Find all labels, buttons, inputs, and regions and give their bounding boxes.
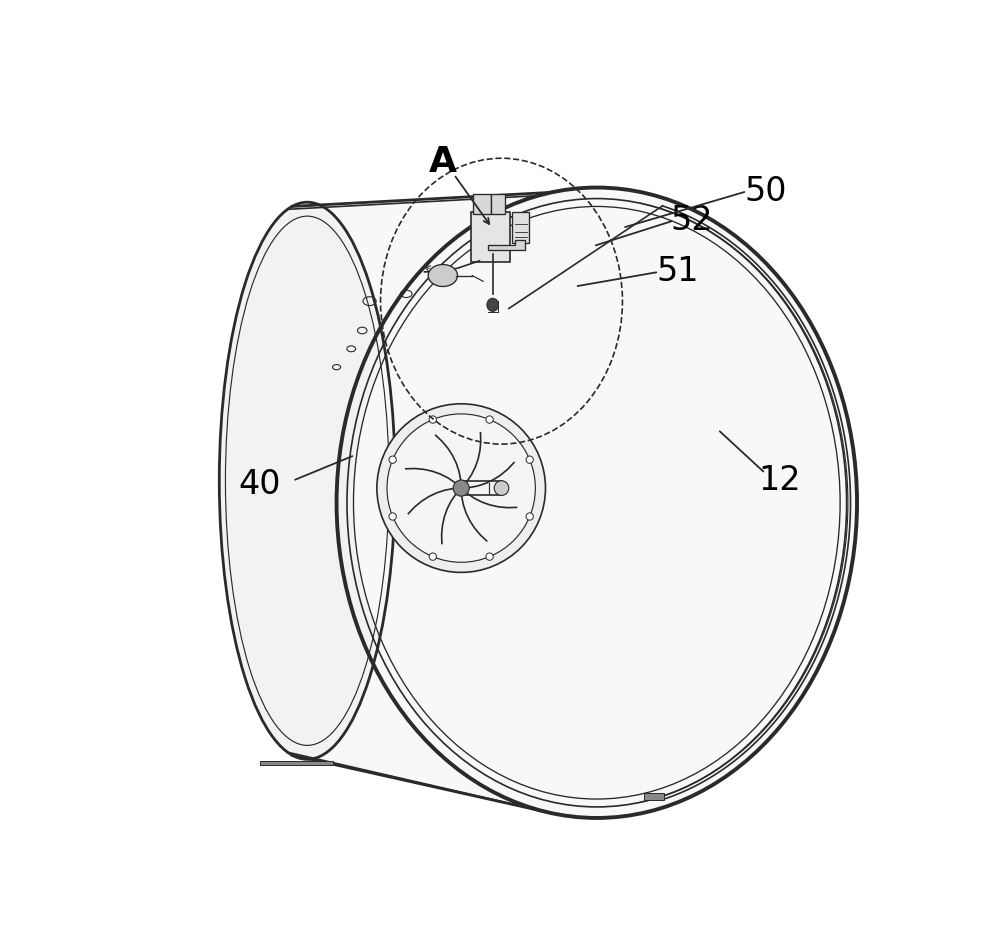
FancyBboxPatch shape: [473, 194, 491, 214]
Text: 52: 52: [671, 204, 713, 237]
Ellipse shape: [487, 298, 499, 311]
Ellipse shape: [219, 202, 395, 760]
Ellipse shape: [429, 553, 436, 561]
FancyBboxPatch shape: [491, 194, 505, 214]
Ellipse shape: [387, 414, 535, 563]
FancyBboxPatch shape: [471, 212, 510, 262]
FancyBboxPatch shape: [644, 793, 664, 801]
Text: 40: 40: [238, 468, 281, 501]
Text: 51: 51: [656, 255, 699, 288]
Ellipse shape: [526, 456, 533, 464]
Ellipse shape: [526, 513, 533, 520]
Ellipse shape: [486, 553, 493, 561]
Ellipse shape: [453, 480, 469, 496]
Ellipse shape: [389, 513, 396, 520]
Ellipse shape: [353, 207, 840, 799]
Ellipse shape: [494, 481, 509, 495]
Ellipse shape: [429, 416, 436, 424]
Text: 12: 12: [759, 465, 801, 497]
Ellipse shape: [428, 265, 458, 287]
Polygon shape: [260, 761, 333, 765]
FancyBboxPatch shape: [512, 212, 529, 244]
Ellipse shape: [389, 456, 396, 464]
Polygon shape: [292, 188, 857, 818]
Polygon shape: [488, 240, 525, 249]
Text: A: A: [429, 145, 457, 179]
Text: 50: 50: [744, 175, 787, 208]
Ellipse shape: [377, 404, 545, 572]
Ellipse shape: [486, 416, 493, 424]
